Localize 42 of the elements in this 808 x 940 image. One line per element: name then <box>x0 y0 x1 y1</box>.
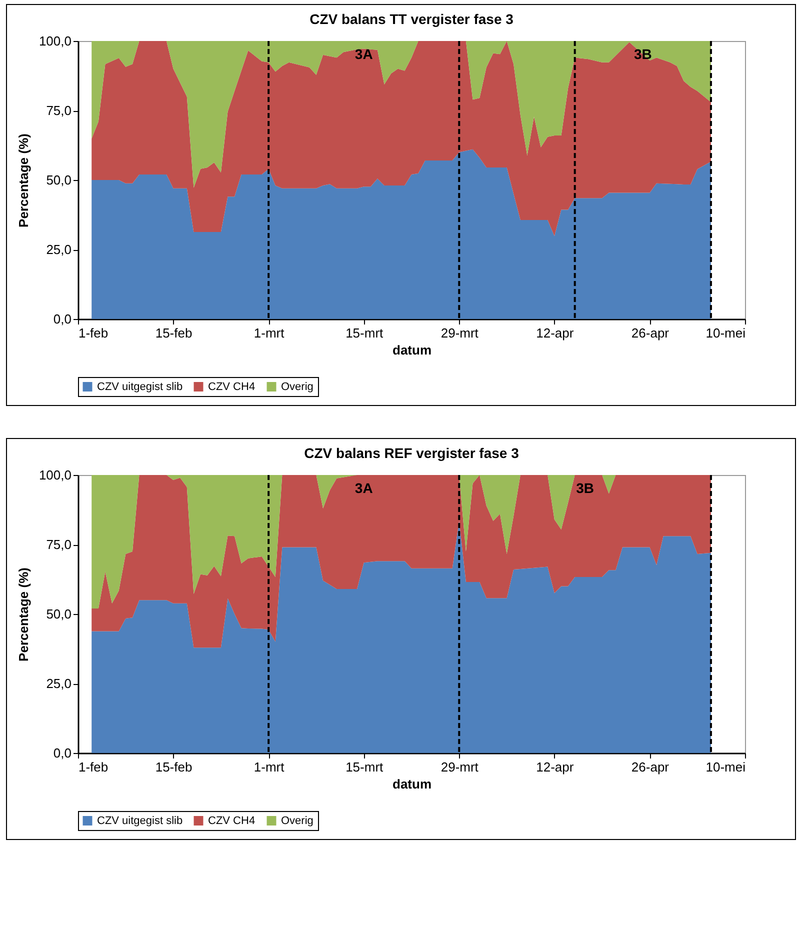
legend-label: CZV CH4 <box>208 814 256 827</box>
legend-label: Overig <box>281 814 314 827</box>
x-tick-label: 1-mrt <box>254 760 285 774</box>
x-tick-label: 1-mrt <box>254 326 285 340</box>
y-tick-label: 100,0 <box>38 34 72 48</box>
y-tick-label: 75,0 <box>46 537 72 552</box>
x-tick-label: 15-mrt <box>346 760 384 774</box>
y-tick-label: 0,0 <box>53 312 72 326</box>
x-tick-label: 26-apr <box>631 760 670 774</box>
y-axis-title: Percentage (%) <box>16 134 31 228</box>
x-tick-label: 1-feb <box>78 326 108 340</box>
y-tick-label: 25,0 <box>46 242 72 257</box>
x-tick-label: 12-apr <box>536 760 574 774</box>
x-tick-label: 26-apr <box>631 326 670 340</box>
y-tick-label: 50,0 <box>46 172 72 188</box>
x-tick-label: 29-mrt <box>440 326 479 340</box>
legend-label: CZV uitgegist slib <box>97 380 183 393</box>
legend-label: CZV uitgegist slib <box>97 814 183 827</box>
annotation: 3A <box>354 46 373 62</box>
x-tick-label: 29-mrt <box>440 760 479 774</box>
annotation: 3A <box>354 480 373 496</box>
x-tick-label: 1-feb <box>78 760 108 774</box>
legend-label: Overig <box>281 380 314 393</box>
x-tick-label: 12-apr <box>536 326 574 340</box>
x-tick-label: 15-feb <box>155 760 192 774</box>
legend-label: CZV CH4 <box>208 380 256 393</box>
x-tick-label: 10-mei <box>706 760 746 774</box>
y-tick-label: 100,0 <box>38 468 72 482</box>
chart-title: CZV balans TT vergister fase 3 <box>310 11 514 27</box>
y-tick-label: 75,0 <box>46 103 72 118</box>
y-tick-label: 50,0 <box>46 606 72 622</box>
x-axis-title: datum <box>392 342 432 358</box>
annotation: 3B <box>576 480 594 496</box>
y-axis-title: Percentage (%) <box>16 568 31 662</box>
y-tick-label: 25,0 <box>46 676 72 691</box>
x-tick-label: 15-feb <box>155 326 192 340</box>
annotation: 3B <box>634 46 652 62</box>
x-tick-label: 10-mei <box>706 326 746 340</box>
x-tick-label: 15-mrt <box>346 326 384 340</box>
x-axis-title: datum <box>392 776 432 792</box>
chart-title: CZV balans REF vergister fase 3 <box>304 445 520 461</box>
y-tick-label: 0,0 <box>53 746 72 760</box>
